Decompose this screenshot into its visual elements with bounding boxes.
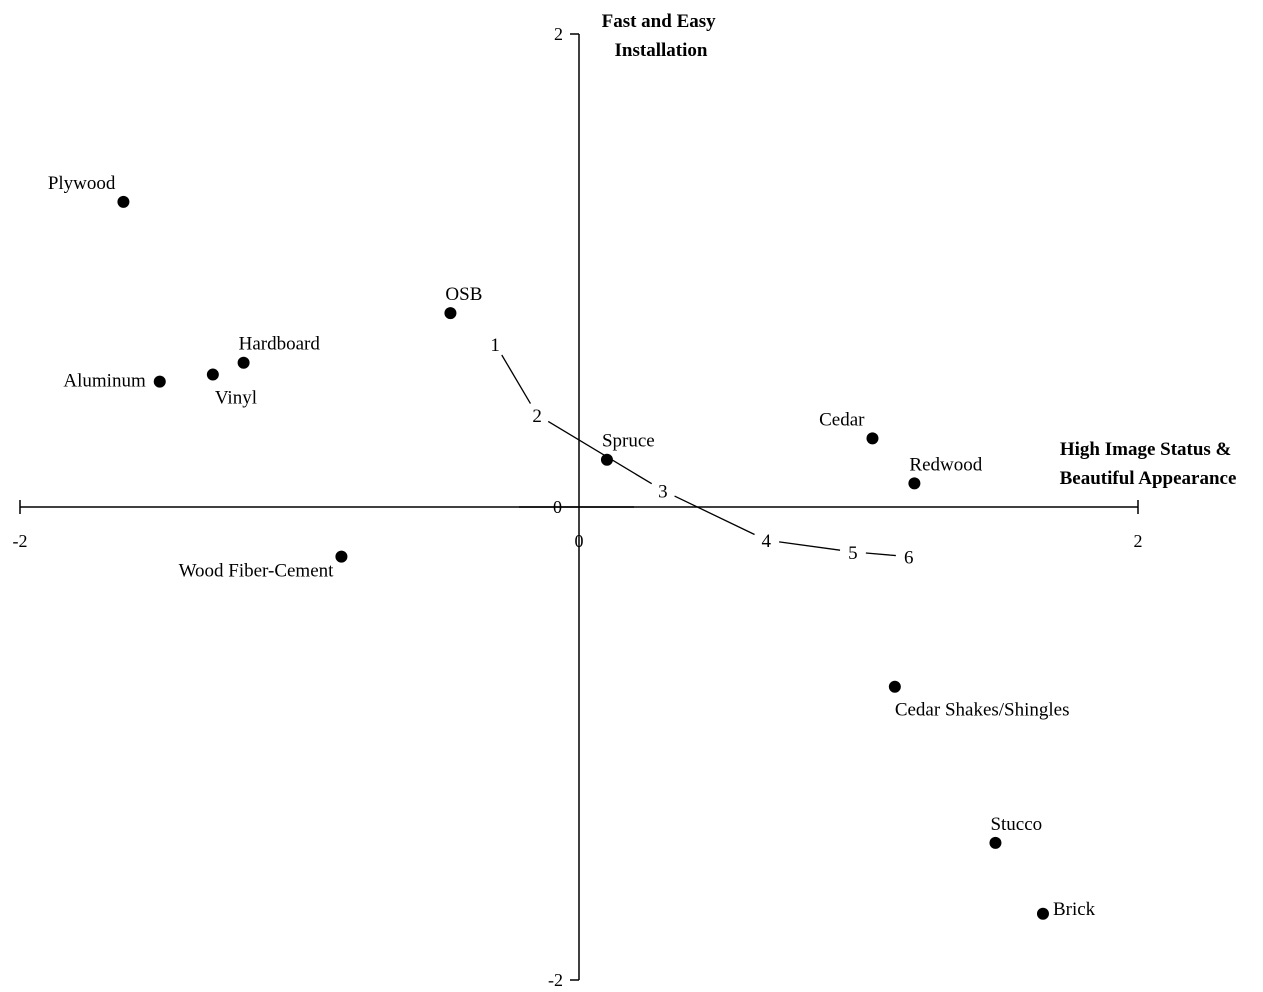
trajectory-segment (865, 552, 896, 557)
y-tick-label: 0 (553, 497, 562, 517)
trajectory-step-label: 1 (490, 335, 500, 356)
data-point-label: OSB (445, 284, 482, 305)
trajectory-step-label: 5 (848, 543, 858, 564)
data-point-marker (117, 195, 130, 208)
data-point-label: Aluminum (63, 371, 146, 392)
trajectory-segment (501, 354, 532, 404)
data-point-label: Redwood (909, 454, 982, 475)
trajectory-step-label: 2 (532, 406, 542, 427)
trajectory-step-label: 6 (904, 548, 914, 569)
x-tick-label: -2 (13, 531, 28, 551)
data-point-marker (1036, 907, 1049, 920)
x-axis-title-line-1: High Image Status & (1060, 439, 1232, 460)
data-point-label: Hardboard (239, 334, 321, 355)
data-point-label: Stucco (990, 814, 1042, 835)
y-axis-title: Fast and Easy Installation (602, 11, 721, 61)
axis-titles: Fast and Easy Installation High Image St… (602, 11, 1237, 489)
trajectory-segment (547, 420, 653, 485)
data-point-marker (206, 368, 219, 381)
trajectory-step-label: 3 (658, 481, 668, 502)
x-tick-label: 2 (1134, 531, 1143, 551)
data-point-label: Spruce (602, 431, 655, 452)
y-axis-title-line-2: Installation (615, 40, 708, 61)
data-point-label: Vinyl (215, 388, 257, 409)
data-point-marker (153, 375, 166, 388)
y-axis-title-line-1: Fast and Easy (602, 11, 717, 32)
data-point-marker (866, 432, 879, 445)
data-point-label: Brick (1053, 899, 1096, 920)
data-points: Plywood OSB Hardboard Aluminum Vinyl Spruce Ce… (48, 173, 1096, 920)
data-point-marker (908, 477, 921, 490)
data-point-marker (237, 356, 250, 369)
x-axis-title: High Image Status & Beautiful Appearance (1060, 439, 1237, 489)
data-point-marker (600, 453, 613, 466)
data-point-marker (444, 307, 457, 320)
data-point-marker (989, 836, 1002, 849)
x-tick-label: 0 (575, 531, 584, 551)
y-tick-label: -2 (548, 970, 563, 990)
axis-ticks: -2 0 2 2 0 -2 (13, 24, 1143, 990)
trajectory-segment (674, 495, 755, 536)
data-point-label: Wood Fiber-Cement (179, 561, 335, 582)
trajectory-step-label: 4 (762, 531, 772, 552)
data-point-label: Plywood (48, 173, 116, 194)
trajectory-path: 1 2 3 4 5 6 (490, 335, 913, 569)
data-point-marker (335, 550, 348, 563)
y-tick-label: 2 (554, 24, 563, 44)
x-axis-title-line-2: Beautiful Appearance (1060, 468, 1237, 489)
data-point-label: Cedar (819, 409, 865, 430)
trajectory-segment (779, 541, 841, 551)
data-point-label: Cedar Shakes/Shingles (895, 700, 1070, 721)
data-point-marker (888, 680, 901, 693)
